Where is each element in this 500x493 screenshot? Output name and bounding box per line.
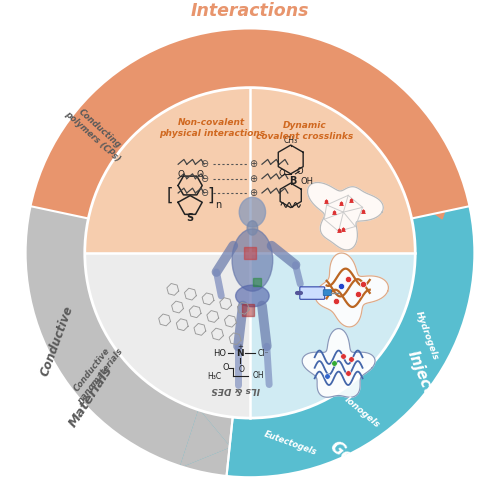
FancyBboxPatch shape bbox=[324, 290, 332, 295]
Text: Eutectogels: Eutectogels bbox=[263, 430, 318, 458]
Polygon shape bbox=[85, 88, 415, 253]
Ellipse shape bbox=[239, 197, 266, 227]
Ellipse shape bbox=[247, 221, 258, 235]
Polygon shape bbox=[315, 253, 388, 327]
Text: O: O bbox=[177, 170, 184, 179]
Text: HO: HO bbox=[213, 349, 226, 358]
Polygon shape bbox=[302, 328, 375, 397]
Polygon shape bbox=[85, 253, 250, 418]
Text: O: O bbox=[222, 363, 230, 372]
Text: H₃C: H₃C bbox=[207, 372, 222, 382]
Polygon shape bbox=[180, 410, 230, 467]
Text: +: + bbox=[238, 344, 244, 350]
Text: OH: OH bbox=[252, 371, 264, 381]
Text: Gels: Gels bbox=[326, 437, 369, 477]
Text: ⊖: ⊖ bbox=[200, 174, 208, 183]
Text: ⊖: ⊖ bbox=[200, 188, 208, 198]
Text: Conducting
polymers (CPs): Conducting polymers (CPs) bbox=[63, 102, 129, 164]
Text: Ionogels: Ionogels bbox=[342, 395, 382, 430]
Text: N: N bbox=[236, 349, 244, 358]
Ellipse shape bbox=[236, 285, 269, 307]
Text: ]: ] bbox=[207, 186, 214, 205]
Text: O: O bbox=[238, 365, 244, 374]
Text: Conductive
nanomaterials: Conductive nanomaterials bbox=[68, 340, 124, 406]
Polygon shape bbox=[180, 410, 230, 467]
Polygon shape bbox=[403, 169, 458, 219]
Ellipse shape bbox=[232, 229, 272, 291]
FancyBboxPatch shape bbox=[300, 287, 324, 299]
Text: CH₃: CH₃ bbox=[284, 136, 298, 145]
Text: O: O bbox=[296, 167, 302, 176]
Text: Non-covalent
physical interactions: Non-covalent physical interactions bbox=[158, 118, 264, 139]
Text: S: S bbox=[186, 213, 194, 223]
Text: Materials: Materials bbox=[66, 363, 115, 429]
Text: ⊕: ⊕ bbox=[250, 159, 258, 169]
Circle shape bbox=[18, 21, 482, 485]
Text: OH: OH bbox=[300, 176, 313, 185]
Text: n: n bbox=[215, 200, 222, 210]
Polygon shape bbox=[25, 206, 233, 477]
Text: Cl⁻: Cl⁻ bbox=[257, 349, 268, 358]
Polygon shape bbox=[30, 28, 470, 218]
Text: [: [ bbox=[167, 186, 173, 205]
Text: Interactions: Interactions bbox=[191, 2, 309, 20]
Text: ⊕: ⊕ bbox=[250, 188, 258, 198]
Text: Injectable: Injectable bbox=[405, 349, 450, 430]
Text: ⊕: ⊕ bbox=[250, 174, 258, 183]
Text: B: B bbox=[290, 176, 297, 186]
Text: ⊖: ⊖ bbox=[200, 159, 208, 169]
Text: Conductive: Conductive bbox=[38, 304, 76, 378]
Polygon shape bbox=[308, 182, 384, 250]
Polygon shape bbox=[250, 253, 415, 418]
Text: Dynamic
covalent crosslinks: Dynamic covalent crosslinks bbox=[256, 121, 354, 141]
Text: Hydrogels: Hydrogels bbox=[414, 310, 440, 361]
Polygon shape bbox=[226, 206, 475, 478]
Text: O: O bbox=[196, 170, 203, 179]
Text: ILs & DES: ILs & DES bbox=[212, 385, 260, 394]
Text: O: O bbox=[279, 169, 285, 178]
